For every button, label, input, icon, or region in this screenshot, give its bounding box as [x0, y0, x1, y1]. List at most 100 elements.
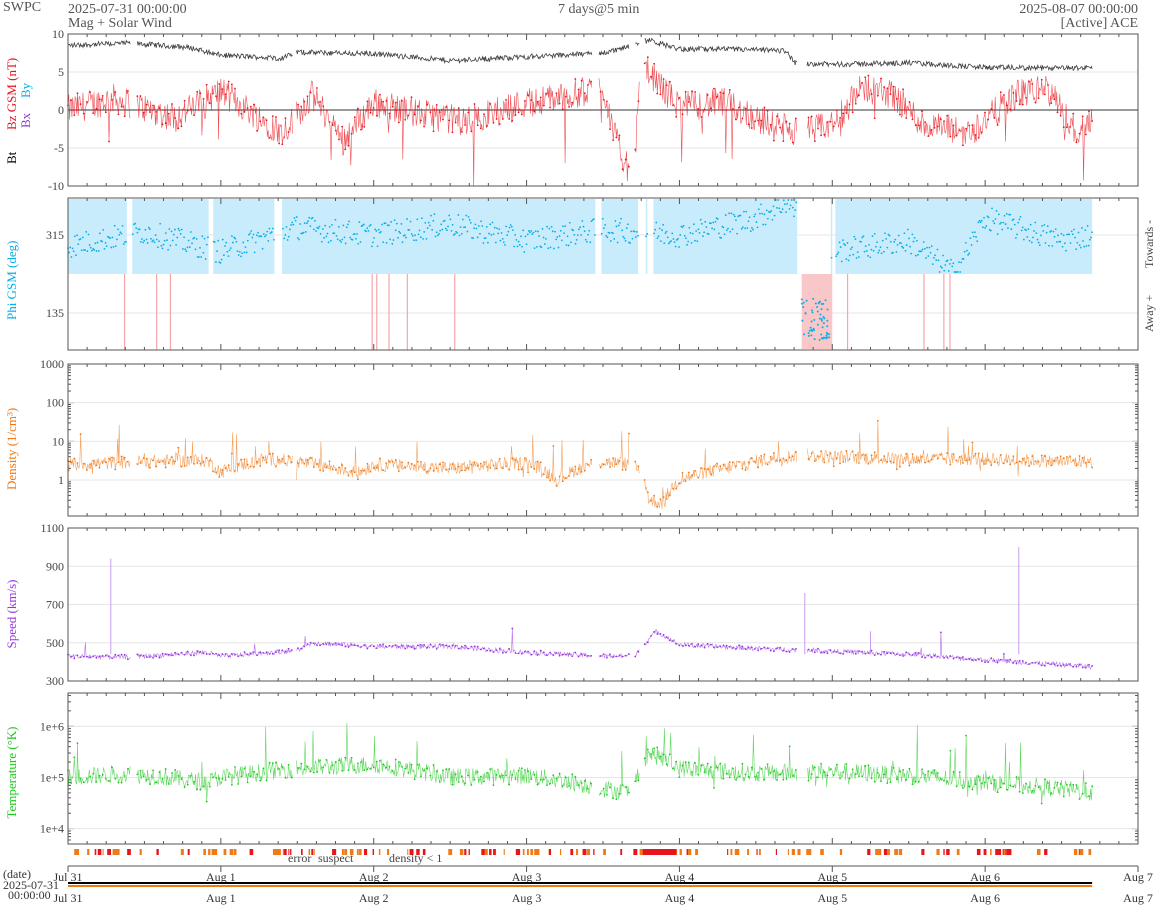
phi-point	[170, 230, 173, 233]
phi-point	[564, 225, 567, 228]
speed-point	[605, 656, 608, 659]
speed-y-label: Speed (km/s)	[4, 580, 19, 649]
bz-point	[76, 92, 79, 95]
bz-point	[1040, 78, 1043, 81]
phi-point	[229, 247, 232, 250]
speed-point	[854, 652, 857, 655]
bz-point	[542, 104, 545, 107]
temperature-point	[527, 770, 529, 773]
temperature-point	[555, 777, 558, 780]
bz-point	[278, 142, 281, 145]
phi-point	[323, 237, 325, 239]
phi-point	[673, 241, 676, 243]
density-point	[514, 458, 517, 461]
phi-point	[335, 234, 338, 237]
phi-point	[69, 246, 72, 249]
bz-point	[171, 103, 173, 105]
phi-point	[443, 219, 446, 222]
phi-away-point	[811, 311, 814, 314]
phi-point	[782, 199, 785, 202]
quality-flag-mark	[787, 849, 789, 855]
bz-point	[987, 118, 990, 121]
phi-point	[1079, 246, 1082, 249]
speed-point	[895, 653, 898, 656]
density-point	[990, 464, 993, 467]
density-point	[426, 470, 429, 473]
phi-point	[543, 243, 546, 245]
phi-point	[936, 248, 939, 251]
speed-point	[574, 651, 577, 654]
phi-point	[233, 236, 236, 239]
speed-point	[1015, 662, 1018, 665]
phi-point	[618, 222, 621, 224]
phi-point	[1076, 241, 1079, 244]
phi-point	[697, 228, 700, 231]
quality-flag-mark	[603, 849, 606, 855]
temperature-point	[883, 773, 886, 776]
speed-point	[810, 649, 813, 651]
temperature-point	[1040, 802, 1043, 805]
phi-point	[886, 246, 889, 249]
density-point	[949, 463, 952, 466]
bz-point	[155, 111, 158, 113]
phi-point	[951, 265, 954, 268]
bz-point	[880, 77, 882, 80]
bz-point	[917, 124, 920, 127]
quality-flag-mark	[582, 849, 587, 855]
phi-point	[975, 236, 977, 238]
phi-point	[662, 223, 665, 226]
quality-flag-mark	[229, 849, 234, 855]
phi-point	[366, 227, 369, 229]
phi-point	[465, 214, 468, 217]
phi-point	[224, 245, 226, 247]
bz-point	[498, 123, 501, 125]
density-point	[319, 469, 321, 472]
phi-point	[242, 241, 245, 244]
phi-point	[540, 246, 543, 249]
density-point	[1050, 464, 1053, 467]
speed-point	[889, 652, 892, 655]
phi-point	[606, 236, 609, 239]
bz-point	[527, 94, 529, 97]
phi-point	[732, 213, 735, 216]
phi-point	[285, 225, 288, 228]
phi-point	[494, 241, 497, 244]
phi-point	[559, 229, 562, 232]
density-point	[791, 455, 794, 458]
speed-point	[360, 645, 362, 648]
phi-point	[707, 233, 710, 236]
bz-point	[905, 117, 908, 119]
phi-point	[493, 226, 496, 229]
phi-point	[94, 242, 97, 245]
density-point	[1069, 455, 1071, 458]
phi-point	[516, 245, 519, 248]
temperature-point	[306, 765, 309, 768]
phi-point	[994, 218, 997, 220]
temperature-point	[486, 771, 489, 774]
quality-flag-mark	[503, 849, 505, 855]
phi-point	[609, 240, 612, 242]
density-point	[732, 461, 734, 464]
quality-flag-mark	[272, 849, 277, 855]
temperature-point	[1088, 795, 1090, 798]
speed-point	[79, 656, 82, 659]
speed-y-tick-label: 700	[46, 598, 64, 612]
phi-point	[927, 255, 930, 257]
phi-point	[906, 228, 909, 231]
phi-point	[151, 240, 154, 243]
phi-point	[704, 220, 707, 223]
phi-point	[155, 238, 158, 241]
temperature-point	[514, 778, 517, 781]
phi-point	[480, 220, 482, 223]
phi-point	[486, 241, 489, 244]
temperature-point	[76, 742, 79, 744]
speed-point	[839, 652, 841, 655]
phi-point	[893, 241, 896, 243]
phi-point	[302, 231, 305, 234]
bz-point	[221, 88, 224, 91]
phi-point	[1036, 238, 1039, 241]
phi-point	[560, 239, 563, 242]
phi-point	[358, 221, 361, 224]
speed-point	[432, 645, 435, 648]
temperature-point	[262, 767, 265, 770]
